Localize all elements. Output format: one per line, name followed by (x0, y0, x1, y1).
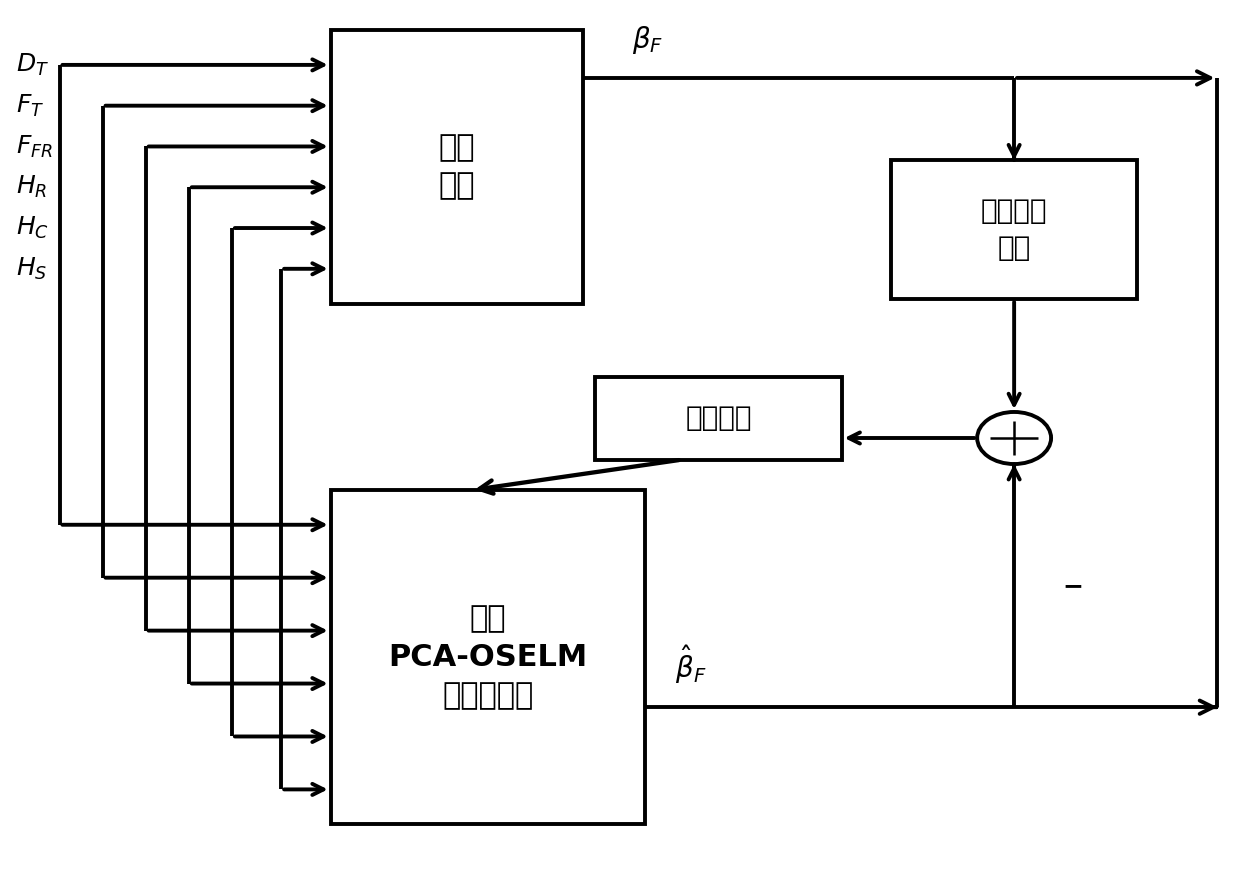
FancyBboxPatch shape (331, 30, 583, 303)
Text: $F_{FR}$: $F_{FR}$ (16, 133, 53, 159)
Text: 学习算法: 学习算法 (686, 405, 751, 433)
Text: $D_T$: $D_T$ (16, 52, 50, 78)
Text: $H_C$: $H_C$ (16, 215, 50, 241)
FancyBboxPatch shape (892, 160, 1137, 300)
Text: $F_T$: $F_T$ (16, 93, 45, 119)
Text: $\hat{\beta}_F$: $\hat{\beta}_F$ (676, 642, 707, 686)
Text: 离线化验
计算: 离线化验 计算 (981, 197, 1048, 262)
Text: 基于
PCA-OSELM
软测量模型: 基于 PCA-OSELM 软测量模型 (388, 604, 588, 710)
Text: $H_R$: $H_R$ (16, 174, 48, 201)
FancyBboxPatch shape (331, 490, 645, 824)
Text: $H_S$: $H_S$ (16, 256, 48, 282)
Text: −: − (1063, 574, 1084, 597)
FancyBboxPatch shape (595, 378, 842, 460)
Text: $\beta_F$: $\beta_F$ (632, 25, 663, 56)
Circle shape (977, 412, 1052, 464)
Text: 浮选
过程: 浮选 过程 (439, 133, 475, 201)
